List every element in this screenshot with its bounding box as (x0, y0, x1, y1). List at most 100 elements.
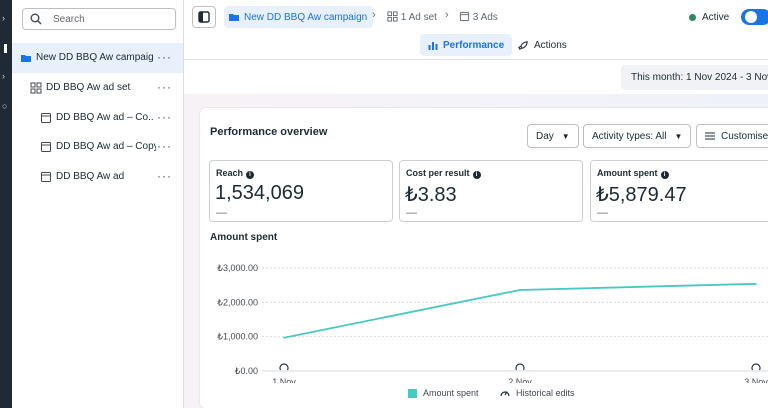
metric-delta: — (216, 207, 227, 219)
activity-types-dropdown[interactable]: Activity types: All ▼ (583, 124, 692, 148)
tab-performance[interactable]: Performance (420, 34, 513, 56)
metric-card-amount-spent[interactable]: Amount spent i ₺5,879.47 — (590, 160, 768, 222)
more-icon[interactable]: ··· (157, 80, 172, 94)
historical-edit-marker[interactable] (515, 363, 525, 371)
date-range-button[interactable]: This month: 1 Nov 2024 - 3 Nov 20 (621, 65, 768, 90)
caret-down-icon: ▼ (561, 131, 570, 141)
chevron-right-icon: › (372, 9, 376, 21)
breadcrumb-campaign[interactable]: New DD BBQ Aw campaign (224, 6, 374, 28)
sidebar-item-campaign[interactable]: New DD BBQ Aw campaign ··· (12, 43, 183, 73)
grid-icon (30, 82, 42, 94)
more-icon[interactable]: ··· (157, 50, 172, 64)
metric-card-cost-per-result[interactable]: Cost per result i ₺3.83 — (399, 160, 583, 222)
legend-swatch (408, 388, 417, 398)
status-dot (689, 14, 696, 21)
metric-value: 1,534,069 (215, 182, 304, 204)
historical-edit-marker[interactable] (279, 363, 289, 371)
rail-icon[interactable]: › (2, 71, 5, 81)
grid-icon (387, 11, 398, 22)
sidebar-item-label: DD BBQ Aw ad (56, 171, 125, 182)
breadcrumb-ads-label: 3 Ads (472, 12, 498, 23)
ad-icon (41, 113, 51, 123)
sidebar-item-ad[interactable]: DD BBQ Aw ad – Copy ··· (12, 132, 183, 162)
metric-value: ₺5,879.47 (596, 184, 687, 206)
sidebar-item-label: DD BBQ Aw ad – Copy (56, 141, 156, 152)
info-icon[interactable]: i (472, 171, 481, 179)
y-tick-label: ₺2,000.00 (217, 297, 258, 307)
metric-delta: — (406, 207, 417, 219)
info-icon[interactable]: i (246, 171, 255, 179)
x-tick-label: 2 Nov (508, 377, 532, 383)
metric-card-reach[interactable]: Reach i 1,534,069 — (209, 160, 393, 222)
status-toggle[interactable] (741, 9, 768, 25)
customise-label: Customise (721, 130, 768, 142)
folder-icon (21, 55, 31, 62)
breadcrumb-ads[interactable]: 3 Ads (459, 11, 498, 23)
breadcrumb-campaign-label: New DD BBQ Aw campaign (244, 11, 368, 23)
breadcrumb-adset-label: 1 Ad set (400, 12, 437, 23)
granularity-dropdown[interactable]: Day ▼ (527, 124, 579, 148)
status-label: Active (702, 12, 730, 23)
sliders-icon (705, 132, 715, 140)
bar-chart-icon (428, 42, 438, 50)
more-icon[interactable]: ··· (157, 139, 172, 153)
app-rail: › › ○ (0, 0, 12, 408)
data-point (755, 282, 757, 285)
x-tick-label: 3 Nov (744, 377, 768, 383)
ad-icon (459, 11, 470, 22)
metric-label: Cost per result i (406, 168, 481, 179)
legend-label: Historical edits (516, 388, 575, 398)
search-placeholder: Search (53, 14, 85, 25)
data-point (283, 336, 285, 339)
folder-icon (229, 14, 239, 21)
more-icon[interactable]: ··· (157, 169, 172, 183)
card-title: Performance overview (210, 126, 328, 138)
gauge-icon (751, 363, 761, 371)
gauge-icon (279, 363, 289, 371)
tab-actions[interactable]: Actions (510, 34, 575, 56)
data-point (519, 289, 521, 291)
sidebar-item-label: DD BBQ Aw ad – Co... (56, 112, 154, 123)
sidebar-toggle-button[interactable] (192, 6, 216, 28)
more-icon[interactable]: ··· (157, 110, 172, 124)
sidebar-item-label: New DD BBQ Aw campaign (36, 52, 154, 63)
sidebar: Search New DD BBQ Aw campaign ··· DD BBQ… (12, 0, 184, 408)
top-bar: New DD BBQ Aw campaign › 1 Ad set › 3 Ad… (184, 0, 768, 60)
workspace: Performance overview Day ▼ Activity types… (184, 94, 768, 408)
rocket-icon (518, 40, 528, 50)
sidebar-item-ad[interactable]: DD BBQ Aw ad – Co... ··· (12, 103, 183, 133)
tab-label: Performance (443, 39, 505, 51)
customise-button[interactable]: Customise (696, 124, 768, 148)
metric-value: ₺3.83 (405, 184, 457, 206)
info-icon[interactable]: i (660, 171, 669, 179)
metric-label: Amount spent i (597, 168, 669, 179)
panel-icon (198, 11, 210, 23)
metric-label: Reach i (216, 168, 255, 179)
search-icon (30, 13, 42, 25)
rail-icon[interactable]: › (2, 13, 5, 23)
main-panel: New DD BBQ Aw campaign › 1 Ad set › 3 Ad… (184, 0, 768, 408)
y-tick-label: ₺0.00 (235, 366, 258, 376)
search-input[interactable]: Search (22, 8, 176, 30)
legend-item-historical-edits[interactable]: Historical edits (500, 388, 575, 398)
chevron-right-icon: › (445, 9, 449, 21)
breadcrumb-adset[interactable]: 1 Ad set (387, 11, 437, 23)
sidebar-item-adset[interactable]: DD BBQ Aw ad set ··· (12, 73, 183, 103)
y-tick-label: ₺1,000.00 (217, 332, 258, 342)
legend-label: Amount spent (423, 388, 479, 398)
ad-icon (41, 142, 51, 152)
historical-edit-marker[interactable] (751, 363, 761, 371)
rail-icon[interactable]: ○ (2, 101, 8, 111)
metric-delta: — (597, 207, 608, 219)
caret-down-icon: ▼ (674, 131, 683, 141)
performance-overview-card: Performance overview Day ▼ Activity types… (200, 108, 768, 408)
gauge-icon (515, 363, 525, 371)
legend-item-amount-spent[interactable]: Amount spent (408, 388, 479, 398)
sidebar-item-ad[interactable]: DD BBQ Aw ad ··· (12, 162, 183, 192)
dropdown-label: Activity types: All (592, 130, 667, 142)
tab-label: Actions (534, 39, 567, 51)
y-tick-label: ₺3,000.00 (217, 263, 258, 273)
amount-spent-chart: ₺0.00 ₺1,000.00 ₺2,000.00 ₺3,000.00 1 Nov 2 N… (217, 263, 768, 383)
sidebar-item-label: DD BBQ Aw ad set (46, 82, 131, 93)
chart-title: Amount spent (210, 232, 278, 243)
